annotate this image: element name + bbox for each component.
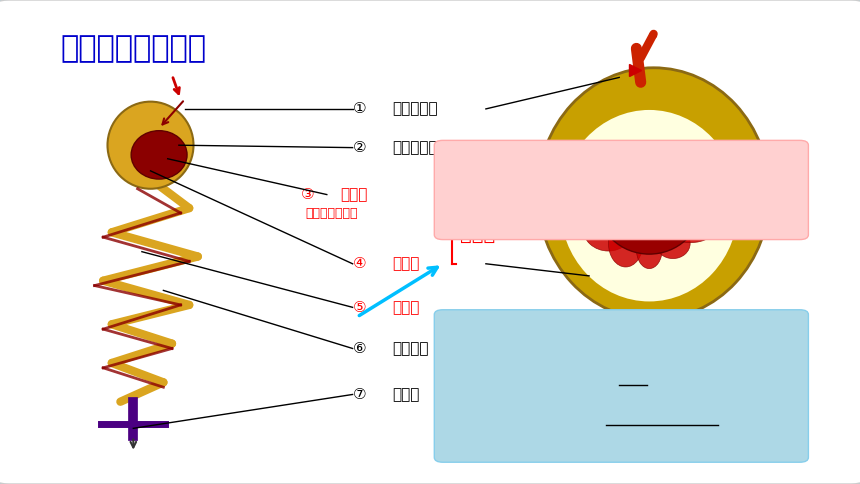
Text: ⑥: ⑥ <box>353 341 372 356</box>
Text: 肾小球壁和肾小囊内: 肾小球壁和肾小囊内 <box>456 153 538 168</box>
Ellipse shape <box>108 102 194 189</box>
Ellipse shape <box>598 157 701 254</box>
Text: ④: ④ <box>353 257 372 271</box>
Text: 。: 。 <box>718 409 728 424</box>
Ellipse shape <box>636 230 662 269</box>
Text: 肾小球: 肾小球 <box>341 187 368 202</box>
Text: 出球小动脉: 出球小动脉 <box>392 140 438 155</box>
Text: 肾静脉: 肾静脉 <box>392 387 420 402</box>
Text: （毛细血管球）: （毛细血管球） <box>305 208 358 220</box>
Text: ②: ② <box>353 140 372 155</box>
Text: 毛细血管: 毛细血管 <box>392 341 428 356</box>
Text: 入球小动脉: 入球小动脉 <box>392 102 438 116</box>
Ellipse shape <box>608 153 643 183</box>
Text: ③周围缠绕大量的: ③周围缠绕大量的 <box>456 409 533 424</box>
Ellipse shape <box>665 212 716 242</box>
Text: 壁: 壁 <box>456 186 465 201</box>
Text: 肾单位的结构组成: 肾单位的结构组成 <box>60 34 206 63</box>
Text: ①管壁薄；: ①管壁薄； <box>456 328 506 342</box>
Ellipse shape <box>636 143 662 182</box>
Ellipse shape <box>582 169 634 199</box>
Text: ③: ③ <box>301 187 320 202</box>
Text: 肾单位: 肾单位 <box>460 225 495 244</box>
Ellipse shape <box>538 68 770 319</box>
Text: 毛细血管: 毛细血管 <box>606 409 642 424</box>
Ellipse shape <box>655 228 690 258</box>
Text: 构成: 构成 <box>602 186 620 201</box>
Ellipse shape <box>666 186 727 225</box>
Text: ②弯曲细长，表面积: ②弯曲细长，表面积 <box>456 368 543 382</box>
Ellipse shape <box>559 109 740 302</box>
Text: 肾小管: 肾小管 <box>392 300 420 315</box>
Ellipse shape <box>582 204 634 251</box>
Text: 只由一层细胞: 只由一层细胞 <box>476 186 531 201</box>
Ellipse shape <box>665 160 716 208</box>
Text: 大: 大 <box>619 366 630 384</box>
Text: ①: ① <box>353 102 372 116</box>
Text: ⑦: ⑦ <box>353 387 372 402</box>
Ellipse shape <box>608 220 643 267</box>
Ellipse shape <box>655 144 690 192</box>
FancyBboxPatch shape <box>434 310 808 462</box>
Text: 肾小囊: 肾小囊 <box>392 257 420 271</box>
Ellipse shape <box>572 186 632 225</box>
FancyBboxPatch shape <box>434 140 808 240</box>
Text: ⑤: ⑤ <box>353 300 372 315</box>
Ellipse shape <box>131 131 187 179</box>
Text: ；: ； <box>647 368 656 382</box>
